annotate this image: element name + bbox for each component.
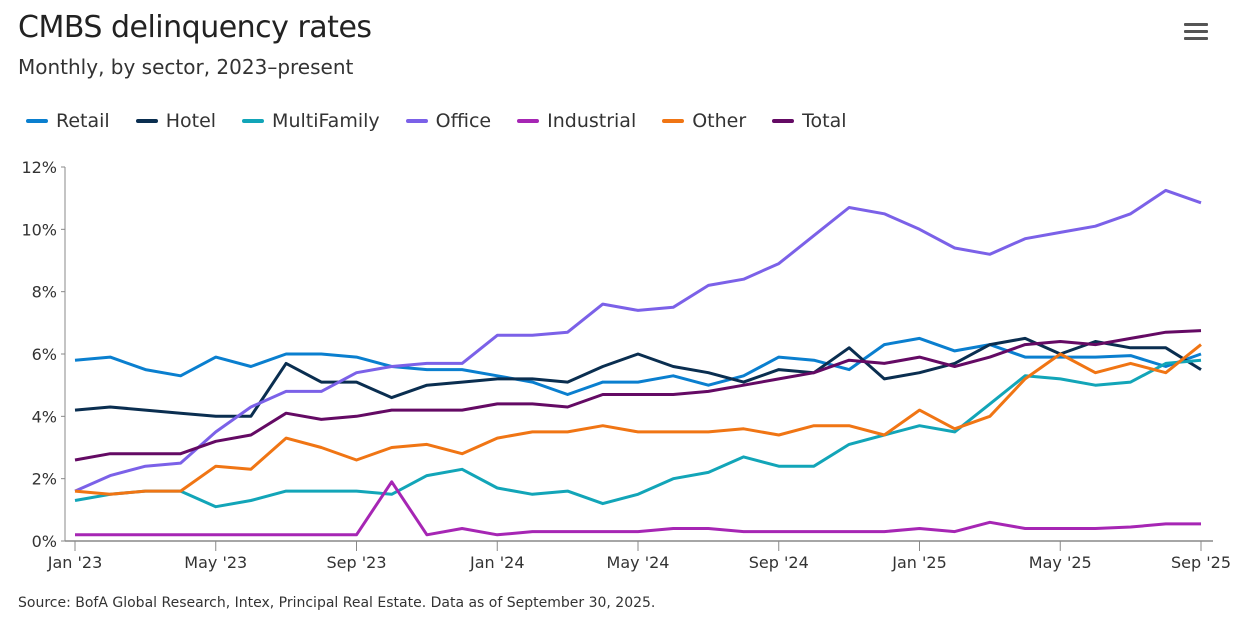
y-tick-label: 2% xyxy=(32,470,57,489)
x-tick-label: May '24 xyxy=(607,553,670,572)
legend-swatch xyxy=(242,119,265,123)
y-tick-label: 0% xyxy=(32,532,57,551)
source-note: Source: BofA Global Research, Intex, Pri… xyxy=(18,595,656,611)
y-tick-label: 10% xyxy=(21,220,57,239)
legend-swatch xyxy=(517,119,540,123)
legend-label: Office xyxy=(435,110,492,132)
x-tick-label: May '25 xyxy=(1029,553,1092,572)
series-line-hotel xyxy=(74,336,1202,418)
legend-item-total[interactable]: Total xyxy=(772,110,847,132)
legend: Retail Hotel MultiFamily Office Industrial Ot… xyxy=(26,110,847,132)
x-tick-label: Jan '25 xyxy=(891,553,947,572)
legend-label: Other xyxy=(692,110,747,132)
legend-swatch xyxy=(405,119,428,123)
x-tick-label: Jan '23 xyxy=(47,553,103,572)
y-tick-label: 6% xyxy=(32,345,57,364)
series-line-other xyxy=(74,343,1202,496)
series-line-industrial xyxy=(75,480,1201,537)
legend-label: Total xyxy=(802,110,847,132)
y-tick-label: 12% xyxy=(21,158,57,177)
legend-label: Industrial xyxy=(547,110,637,132)
legend-item-office[interactable]: Office xyxy=(405,110,492,132)
legend-swatch xyxy=(26,119,48,123)
x-tick-label: Sep '24 xyxy=(749,553,809,572)
y-tick-label: 8% xyxy=(32,283,57,302)
legend-swatch xyxy=(772,119,795,123)
hamburger-menu-icon[interactable] xyxy=(1184,20,1208,40)
legend-item-other[interactable]: Other xyxy=(662,110,746,132)
x-tick-label: Jan '24 xyxy=(469,553,525,572)
y-tick-label: 4% xyxy=(32,407,57,426)
series-line-total xyxy=(74,329,1202,462)
legend-swatch xyxy=(662,119,685,123)
series-line-office xyxy=(74,188,1202,493)
series-line-retail xyxy=(74,336,1202,396)
x-tick-label: May '23 xyxy=(184,553,247,572)
x-tick-label: Sep '25 xyxy=(1171,553,1231,572)
chart-subtitle: Monthly, by sector, 2023–present xyxy=(18,55,354,79)
x-tick-label: Sep '23 xyxy=(327,553,387,572)
legend-label: Hotel xyxy=(165,110,217,132)
legend-item-retail[interactable]: Retail xyxy=(26,110,110,132)
legend-item-multifamily[interactable]: MultiFamily xyxy=(242,110,380,132)
series-line-multifamily xyxy=(74,358,1202,509)
chart-title: CMBS delinquency rates xyxy=(18,10,372,45)
legend-label: Retail xyxy=(56,110,110,132)
legend-item-hotel[interactable]: Hotel xyxy=(135,110,217,132)
legend-label: MultiFamily xyxy=(272,110,380,132)
legend-swatch xyxy=(135,119,158,123)
legend-item-industrial[interactable]: Industrial xyxy=(517,110,636,132)
